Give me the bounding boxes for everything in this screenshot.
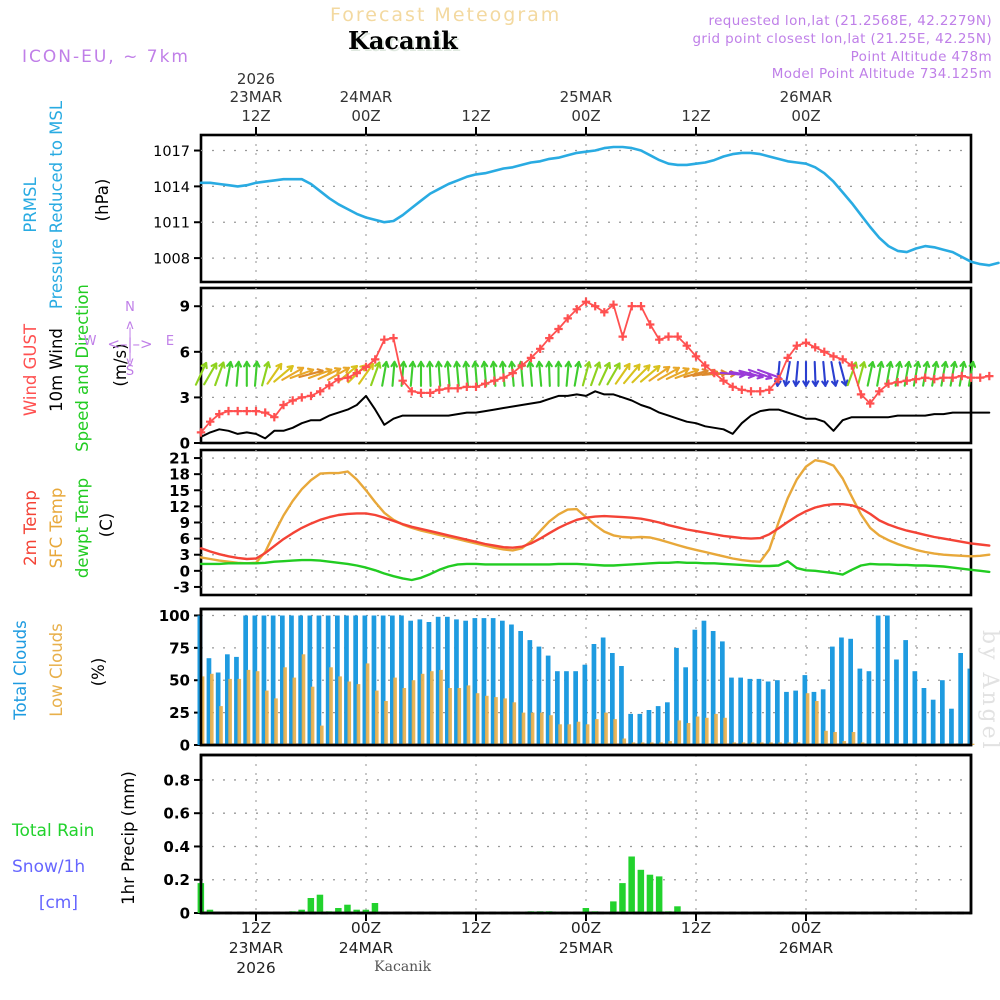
svg-text:12Z: 12Z bbox=[241, 107, 270, 125]
svg-text:21: 21 bbox=[169, 450, 190, 468]
svg-text:00Z: 00Z bbox=[571, 919, 601, 937]
watermark: by Angel bbox=[977, 630, 1000, 752]
gridpoint-coords: grid point closest lon,lat (21.25E, 42.2… bbox=[692, 31, 992, 47]
svg-text:dewpt Temp: dewpt Temp bbox=[73, 478, 92, 578]
svg-text:12: 12 bbox=[169, 498, 190, 516]
svg-text:0: 0 bbox=[180, 737, 190, 755]
svg-text:3: 3 bbox=[180, 389, 190, 407]
svg-text:2026: 2026 bbox=[236, 959, 275, 977]
svg-text:0.8: 0.8 bbox=[163, 771, 190, 789]
svg-text:00Z: 00Z bbox=[791, 919, 821, 937]
svg-text:00Z: 00Z bbox=[351, 919, 381, 937]
svg-text:0.2: 0.2 bbox=[163, 871, 190, 889]
svg-text:S: S bbox=[126, 364, 134, 379]
svg-text:1017: 1017 bbox=[153, 144, 190, 160]
svg-text:12Z: 12Z bbox=[461, 107, 490, 125]
svg-text:1008: 1008 bbox=[153, 252, 190, 268]
svg-text:PRMSL: PRMSL bbox=[21, 177, 40, 233]
svg-text:-3: -3 bbox=[173, 578, 190, 596]
svg-text:24MAR: 24MAR bbox=[340, 88, 393, 106]
svg-text:|: | bbox=[128, 348, 132, 362]
svg-text:00Z: 00Z bbox=[571, 107, 600, 125]
svg-text:23MAR: 23MAR bbox=[229, 939, 284, 957]
svg-text:(C): (C) bbox=[97, 513, 116, 537]
svg-text:24MAR: 24MAR bbox=[339, 939, 394, 957]
svg-text:6: 6 bbox=[180, 343, 190, 361]
svg-text:50: 50 bbox=[169, 672, 190, 690]
svg-text:[cm]: [cm] bbox=[39, 893, 78, 913]
svg-text:12Z: 12Z bbox=[681, 919, 711, 937]
svg-text:Pressure Reduced to MSL: Pressure Reduced to MSL bbox=[47, 100, 66, 309]
svg-text:12Z: 12Z bbox=[681, 107, 710, 125]
svg-text:Total Rain: Total Rain bbox=[11, 821, 94, 841]
svg-text:00Z: 00Z bbox=[791, 107, 820, 125]
svg-text:100: 100 bbox=[159, 607, 190, 625]
requested-coords: requested lon,lat (21.2568E, 42.2279N) bbox=[708, 13, 992, 29]
svg-text:9: 9 bbox=[180, 298, 190, 316]
svg-text:Wind GUST: Wind GUST bbox=[21, 323, 40, 416]
svg-text:12Z: 12Z bbox=[241, 919, 271, 937]
svg-text:Low Clouds: Low Clouds bbox=[47, 623, 66, 716]
svg-text:v: v bbox=[126, 355, 134, 370]
svg-text:0: 0 bbox=[180, 435, 190, 453]
svg-text:(m/s): (m/s) bbox=[111, 343, 130, 386]
svg-text:25: 25 bbox=[169, 704, 190, 722]
svg-text:|: | bbox=[128, 326, 132, 340]
svg-text:75: 75 bbox=[169, 639, 190, 657]
svg-text:N: N bbox=[125, 300, 135, 315]
model-point-altitude: Model Point Altitude 734.125m bbox=[771, 66, 992, 82]
svg-text:(hPa): (hPa) bbox=[93, 179, 112, 222]
svg-text:Speed and Direction: Speed and Direction bbox=[73, 284, 92, 452]
svg-text:(%): (%) bbox=[89, 658, 108, 687]
model-label: ICON-EU, ~ 7km bbox=[22, 47, 190, 67]
svg-text:26MAR: 26MAR bbox=[780, 88, 833, 106]
svg-text:25MAR: 25MAR bbox=[560, 88, 613, 106]
svg-text:0: 0 bbox=[180, 562, 190, 580]
svg-text:9: 9 bbox=[180, 514, 190, 532]
svg-text:6: 6 bbox=[180, 530, 190, 548]
svg-text:Total Clouds: Total Clouds bbox=[11, 620, 30, 721]
svg-text:26MAR: 26MAR bbox=[779, 939, 834, 957]
svg-text:Kacanik: Kacanik bbox=[374, 959, 431, 975]
svg-text:0: 0 bbox=[180, 905, 190, 923]
svg-text:18: 18 bbox=[169, 466, 190, 484]
svg-text:2026: 2026 bbox=[237, 70, 275, 88]
svg-text:12Z: 12Z bbox=[461, 919, 491, 937]
svg-text:0.6: 0.6 bbox=[163, 805, 190, 823]
svg-text:<–|–>: <–|–> bbox=[107, 335, 152, 353]
svg-text:23MAR: 23MAR bbox=[230, 88, 283, 106]
svg-text:15: 15 bbox=[169, 482, 190, 500]
svg-text:10m Wind: 10m Wind bbox=[47, 328, 66, 412]
svg-text:00Z: 00Z bbox=[351, 107, 380, 125]
svg-text:ʌ: ʌ bbox=[126, 318, 134, 333]
svg-text:1hr Precip (mm): 1hr Precip (mm) bbox=[119, 771, 138, 905]
svg-text:25MAR: 25MAR bbox=[559, 939, 614, 957]
forecast-title: Forecast Meteogram bbox=[330, 4, 562, 26]
svg-text:3: 3 bbox=[180, 546, 190, 564]
page-title: Kacanik bbox=[348, 26, 458, 55]
point-altitude: Point Altitude 478m bbox=[850, 49, 992, 65]
svg-text:0.4: 0.4 bbox=[163, 838, 190, 856]
svg-text:2m Temp: 2m Temp bbox=[21, 490, 40, 566]
svg-text:1011: 1011 bbox=[153, 216, 190, 232]
svg-text:W: W bbox=[84, 334, 97, 349]
svg-text:1014: 1014 bbox=[153, 180, 190, 196]
svg-text:E: E bbox=[166, 334, 174, 349]
svg-text:Snow/1h: Snow/1h bbox=[12, 857, 85, 877]
svg-text:SFC Temp: SFC Temp bbox=[47, 488, 66, 569]
